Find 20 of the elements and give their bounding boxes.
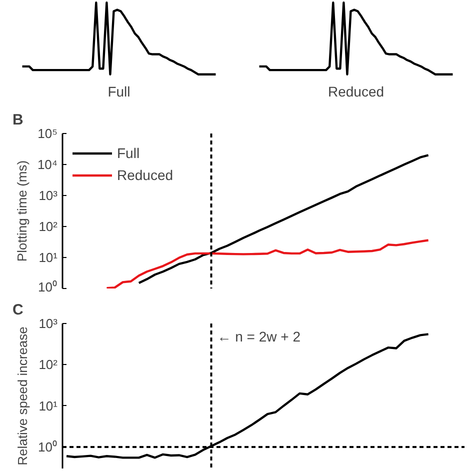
y-tick-label: 10⁰ [38,439,58,454]
legend-label: Full [117,145,140,161]
y-tick-label: 10¹ [38,250,58,265]
y-axis-title: Relative speed increase [15,326,30,466]
y-axis-title: Plotting time (ms) [14,160,30,262]
legend-label: Reduced [117,167,174,183]
y-tick-label: 10⁴ [37,157,58,172]
y-tick-label: 10² [38,357,58,372]
y-tick-label: 10² [38,219,58,234]
x-axis-title: Full [108,84,130,100]
chart-title: B [12,112,24,128]
chart-title: C [12,302,24,318]
line-series [106,239,430,288]
y-tick-label: 10⁰ [38,280,58,294]
y-tick-label: 10⁵ [38,126,58,141]
y-tick-label: 10³ [38,316,58,331]
x-axis-title: Reduced [328,84,384,100]
annotation: ← n = 2w + 2 [217,328,301,344]
y-tick-label: 10³ [38,188,58,203]
y-tick-label: 10¹ [38,398,58,414]
